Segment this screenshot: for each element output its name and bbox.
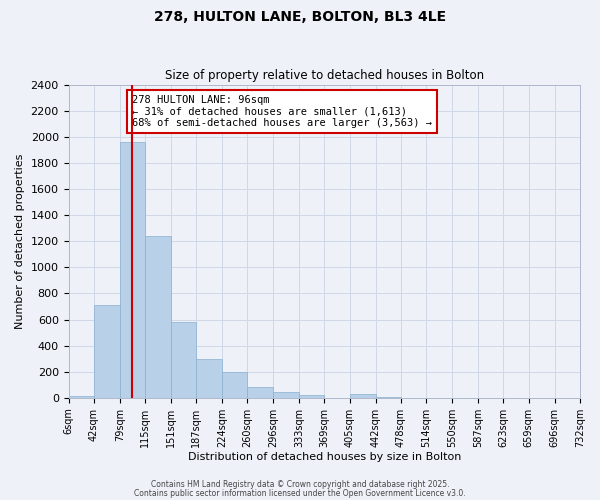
X-axis label: Distribution of detached houses by size in Bolton: Distribution of detached houses by size … — [188, 452, 461, 462]
Bar — [247, 388, 273, 398]
Bar — [273, 392, 299, 398]
Bar — [350, 394, 376, 398]
Bar — [376, 397, 401, 398]
Text: 278, HULTON LANE, BOLTON, BL3 4LE: 278, HULTON LANE, BOLTON, BL3 4LE — [154, 10, 446, 24]
Bar — [299, 394, 324, 398]
Bar — [68, 396, 94, 398]
Bar — [196, 358, 222, 398]
Bar — [94, 305, 120, 398]
Bar — [170, 322, 196, 398]
Text: Contains HM Land Registry data © Crown copyright and database right 2025.: Contains HM Land Registry data © Crown c… — [151, 480, 449, 489]
Bar — [145, 236, 170, 398]
Text: 278 HULTON LANE: 96sqm
← 31% of detached houses are smaller (1,613)
68% of semi-: 278 HULTON LANE: 96sqm ← 31% of detached… — [132, 95, 432, 128]
Text: Contains public sector information licensed under the Open Government Licence v3: Contains public sector information licen… — [134, 488, 466, 498]
Title: Size of property relative to detached houses in Bolton: Size of property relative to detached ho… — [165, 69, 484, 82]
Bar — [120, 142, 145, 398]
Bar — [222, 372, 247, 398]
Y-axis label: Number of detached properties: Number of detached properties — [15, 154, 25, 329]
